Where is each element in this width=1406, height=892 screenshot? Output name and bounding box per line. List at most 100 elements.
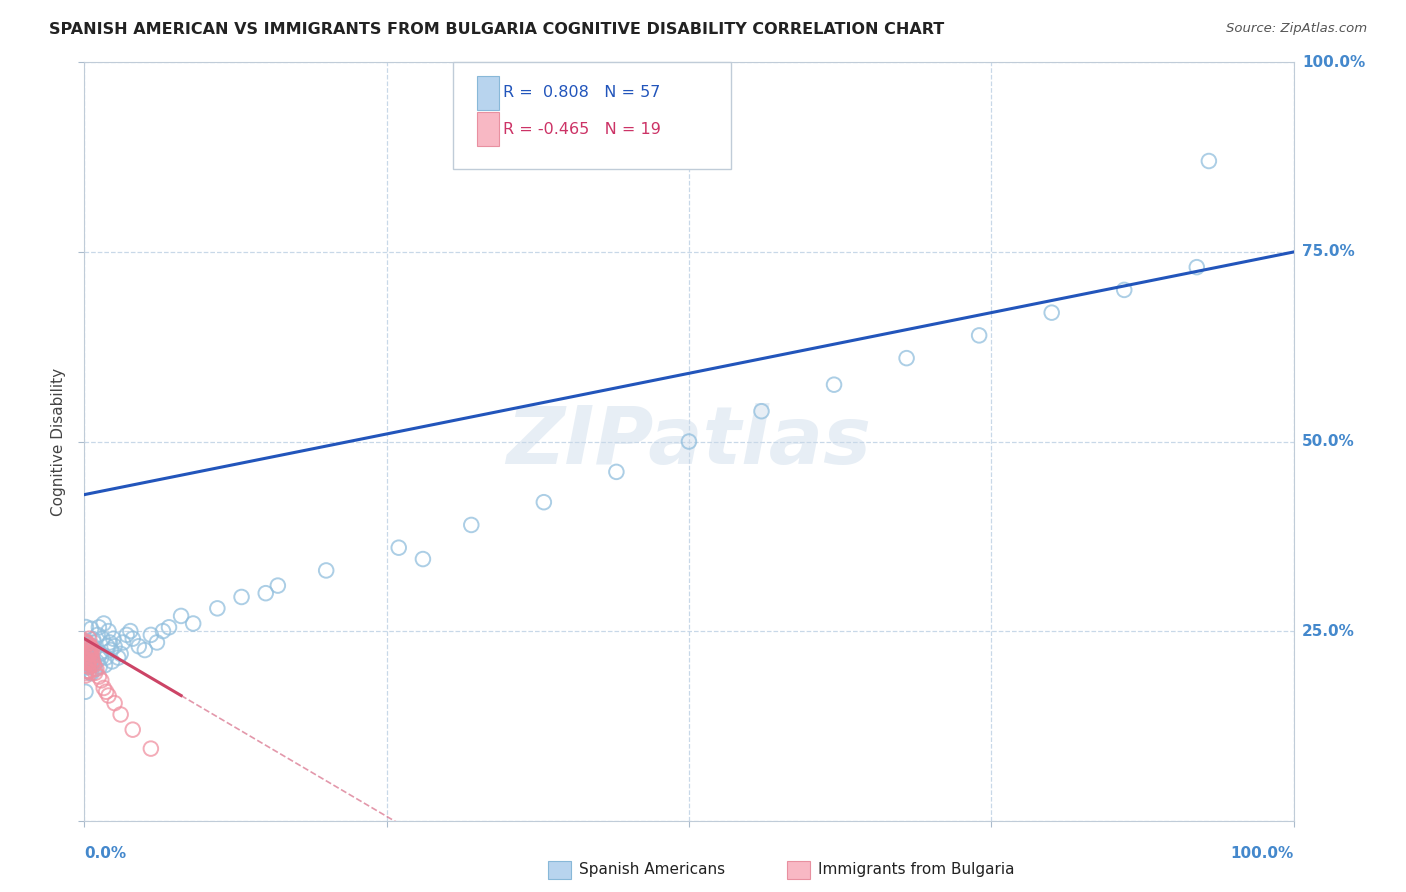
Point [533, 495, 555, 509]
Point [678, 434, 700, 449]
Y-axis label: Cognitive Disability: Cognitive Disability [51, 368, 66, 516]
Text: 75.0%: 75.0% [1302, 244, 1354, 260]
Point [121, 723, 143, 737]
Point [76, 651, 98, 665]
Point [170, 608, 193, 623]
Text: Spanish Americans: Spanish Americans [579, 863, 725, 877]
Point [80, 657, 103, 672]
Point [75, 660, 97, 674]
Point [83, 643, 105, 657]
Point [93, 681, 115, 695]
Point [76, 649, 98, 664]
Point [79, 639, 101, 653]
Point [77, 643, 100, 657]
Point [120, 624, 142, 639]
Point [76, 635, 98, 649]
Point [79, 639, 101, 653]
Point [157, 620, 180, 634]
Point [107, 650, 129, 665]
Point [103, 632, 125, 646]
Point [75, 648, 97, 663]
Point [90, 650, 112, 665]
Point [76, 655, 98, 669]
Point [80, 657, 103, 672]
Point [112, 635, 135, 649]
Point [77, 647, 100, 661]
Point [80, 622, 103, 636]
Point [80, 666, 103, 681]
Point [91, 632, 114, 646]
Point [75, 649, 97, 664]
Point [76, 653, 98, 667]
Point [73, 646, 96, 660]
Point [77, 657, 100, 671]
Text: 100.0%: 100.0% [1230, 846, 1294, 861]
Point [77, 660, 100, 674]
Point [77, 658, 100, 673]
Point [823, 377, 845, 392]
Point [75, 620, 97, 634]
Point [254, 586, 277, 600]
Point [75, 655, 97, 669]
Point [134, 643, 156, 657]
Point [104, 696, 127, 710]
Point [77, 657, 100, 671]
Point [146, 635, 169, 649]
Point [1114, 283, 1136, 297]
Point [82, 639, 104, 653]
Point [79, 647, 101, 661]
Point [104, 639, 127, 653]
Point [76, 651, 98, 665]
Point [75, 634, 97, 648]
Point [207, 601, 229, 615]
Point [77, 643, 100, 657]
Point [89, 660, 111, 674]
Text: R = -0.465   N = 19: R = -0.465 N = 19 [503, 121, 661, 136]
Point [79, 646, 101, 660]
Point [77, 632, 100, 646]
Point [80, 645, 103, 659]
Point [115, 628, 138, 642]
Point [86, 655, 108, 669]
Text: Immigrants from Bulgaria: Immigrants from Bulgaria [818, 863, 1015, 877]
Point [94, 658, 117, 673]
Point [73, 653, 96, 667]
Point [75, 685, 97, 699]
Point [75, 668, 97, 682]
Point [90, 673, 112, 688]
Point [73, 658, 96, 673]
Text: 25.0%: 25.0% [1302, 624, 1355, 639]
Text: R =  0.808   N = 57: R = 0.808 N = 57 [503, 86, 659, 100]
Point [77, 665, 100, 679]
Point [315, 564, 337, 578]
Point [83, 635, 105, 649]
Point [101, 655, 124, 669]
Point [1198, 153, 1220, 168]
Point [181, 616, 204, 631]
Point [86, 628, 108, 642]
Point [89, 647, 111, 661]
Point [73, 637, 96, 651]
Text: SPANISH AMERICAN VS IMMIGRANTS FROM BULGARIA COGNITIVE DISABILITY CORRELATION CH: SPANISH AMERICAN VS IMMIGRANTS FROM BULG… [49, 22, 945, 37]
Point [110, 707, 132, 722]
Point [79, 648, 101, 662]
Point [1040, 305, 1063, 319]
Point [76, 664, 98, 678]
Point [76, 652, 98, 666]
Point [98, 635, 121, 649]
Point [605, 465, 627, 479]
Point [82, 655, 104, 669]
Point [110, 647, 132, 661]
Point [80, 650, 103, 665]
Point [460, 517, 482, 532]
Point [94, 650, 117, 665]
Point [77, 648, 100, 662]
Point [80, 654, 103, 668]
Point [80, 648, 103, 662]
Text: 50.0%: 50.0% [1302, 434, 1354, 449]
Point [83, 658, 105, 673]
Text: Source: ZipAtlas.com: Source: ZipAtlas.com [1226, 22, 1367, 36]
Point [152, 624, 174, 639]
Point [83, 655, 105, 669]
Point [84, 662, 107, 676]
